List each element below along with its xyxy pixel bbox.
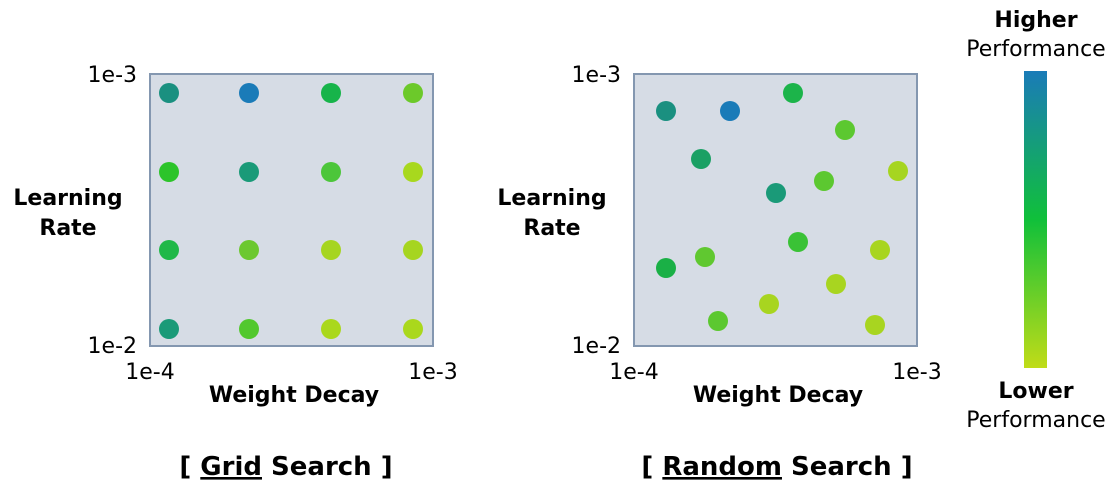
dots: [656, 83, 908, 335]
y-axis-label: Rate: [523, 216, 580, 241]
x-axis-label: Weight Decay: [209, 383, 379, 408]
dot: [865, 315, 885, 335]
dot: [239, 162, 259, 182]
random-panel: 1e-3 1e-2 1e-4 1e-3 Learning Rate Weight…: [497, 63, 941, 482]
legend: Higher Performance Lower Performance: [966, 8, 1105, 433]
dot: [321, 319, 341, 339]
dots: [159, 83, 423, 339]
dot: [403, 83, 423, 103]
x-right-label: 1e-3: [892, 360, 941, 385]
dot: [691, 149, 711, 169]
dot: [759, 294, 779, 314]
x-left-label: 1e-4: [609, 360, 658, 385]
y-top-label: 1e-3: [88, 63, 137, 88]
dot: [239, 240, 259, 260]
dot: [695, 247, 715, 267]
caption-rest: Search ]: [271, 452, 393, 482]
dot: [814, 171, 834, 191]
caption-open: [: [179, 452, 191, 482]
caption-keyword: Grid: [200, 452, 262, 482]
dot: [720, 101, 740, 121]
legend-higher: Higher: [994, 8, 1077, 33]
dot: [321, 83, 341, 103]
dot: [888, 161, 908, 181]
dot: [403, 162, 423, 182]
dot: [159, 162, 179, 182]
dot: [870, 240, 890, 260]
legend-higher-sub: Performance: [966, 37, 1105, 62]
caption-open: [: [641, 452, 653, 482]
x-axis-label: Weight Decay: [693, 383, 863, 408]
y-bottom-label: 1e-2: [572, 334, 621, 359]
caption: [ Random Search ]: [641, 452, 912, 482]
dot: [159, 83, 179, 103]
dot: [159, 240, 179, 260]
dot: [656, 101, 676, 121]
caption-rest: Search ]: [791, 452, 913, 482]
y-top-label: 1e-3: [572, 63, 621, 88]
dot: [788, 232, 808, 252]
dot: [835, 120, 855, 140]
y-axis-label: Learning: [13, 186, 122, 211]
grid-panel: 1e-3 1e-2 1e-4 1e-3 Learning Rate Weight…: [13, 63, 457, 482]
dot: [321, 162, 341, 182]
y-axis-label: Learning: [497, 186, 606, 211]
dot: [766, 183, 786, 203]
y-bottom-label: 1e-2: [88, 334, 137, 359]
dot: [656, 258, 676, 278]
color-bar: [1024, 71, 1047, 368]
dot: [159, 319, 179, 339]
dot: [239, 319, 259, 339]
legend-lower: Lower: [998, 379, 1073, 404]
caption: [ Grid Search ]: [179, 452, 392, 482]
y-axis-label: Rate: [39, 216, 96, 241]
dot: [826, 274, 846, 294]
caption-keyword: Random: [662, 452, 782, 482]
dot: [783, 83, 803, 103]
dot: [403, 319, 423, 339]
dot: [708, 311, 728, 331]
legend-lower-sub: Performance: [966, 408, 1105, 433]
dot: [321, 240, 341, 260]
plot-area: [149, 73, 434, 347]
x-right-label: 1e-3: [408, 360, 457, 385]
x-left-label: 1e-4: [125, 360, 174, 385]
dot: [403, 240, 423, 260]
dot: [239, 83, 259, 103]
